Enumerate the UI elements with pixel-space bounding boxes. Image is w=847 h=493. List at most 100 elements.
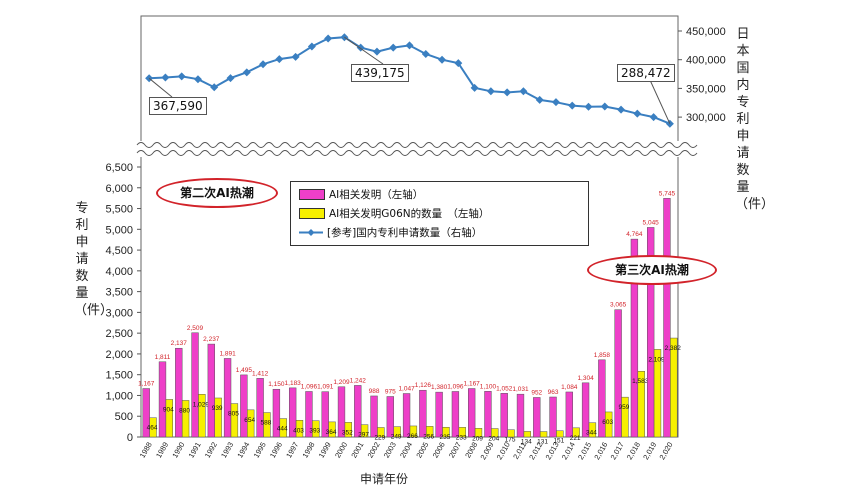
x-tick-label: 2,010	[495, 441, 512, 462]
bar-g06n	[588, 422, 597, 438]
line-callout-peak: 439,175	[351, 64, 409, 82]
left-axis-tick-label: 5,000	[105, 224, 133, 236]
bar-g06n	[605, 411, 613, 438]
data-label-g06n: 249	[391, 434, 402, 441]
point-domestic	[519, 87, 528, 96]
chart-legend: AI相关发明（左轴） AI相关发明G06N的数量 （左轴） [参考]国内专利申请…	[290, 181, 589, 246]
point-domestic	[161, 73, 170, 82]
bar-g06n	[458, 427, 466, 438]
data-label-ai: 1,495	[236, 367, 253, 374]
bar-g06n	[670, 337, 678, 438]
x-tick-label: 1997	[284, 441, 300, 460]
point-domestic	[193, 75, 202, 84]
bar-ai	[533, 397, 541, 438]
data-label-g06n: 229	[374, 434, 385, 441]
bar-ai	[256, 378, 264, 438]
bar-g06n	[247, 409, 255, 438]
bar-ai	[663, 198, 671, 438]
point-domestic	[584, 102, 593, 111]
left-axis-tick-label: 6,000	[105, 183, 133, 195]
data-label-ai: 1,209	[333, 379, 350, 386]
legend-label-domestic: [参考]国内专利申请数量（右轴）	[327, 226, 483, 239]
x-tick-label: 1988	[138, 441, 154, 460]
data-label-g06n: 959	[619, 404, 630, 411]
x-tick-label: 1996	[268, 441, 284, 460]
bar-ai	[468, 388, 476, 438]
bar-ai	[223, 358, 232, 438]
left-axis-tick-label: 4,500	[105, 245, 133, 257]
bar-g06n	[507, 429, 515, 438]
data-label-g06n: 266	[407, 433, 418, 440]
bar-ai	[598, 359, 606, 438]
point-domestic	[389, 43, 398, 52]
left-axis-tick-label: 2,500	[105, 328, 133, 340]
bar-ai	[142, 388, 150, 438]
bar-g06n	[556, 430, 564, 438]
legend-label-g06n: AI相关发明G06N的数量 （左轴）	[329, 207, 490, 220]
x-tick-label: 2,015	[576, 441, 593, 462]
point-domestic	[324, 34, 333, 43]
bar-ai	[549, 396, 557, 438]
callout-pointer	[649, 79, 671, 124]
data-label-g06n: 403	[293, 427, 304, 434]
bar-g06n	[263, 412, 271, 438]
data-label-g06n: 175	[505, 437, 516, 444]
data-label-g06n: 464	[147, 425, 158, 432]
line-callout-last: 288,472	[617, 64, 675, 82]
bar-g06n	[328, 421, 336, 438]
x-tick-label: 1999	[317, 441, 333, 460]
axis-break-band	[135, 141, 684, 157]
data-label-g06n: 588	[261, 420, 272, 427]
bar-ai	[419, 389, 427, 438]
x-tick-label: 2,016	[592, 441, 609, 462]
data-label-ai: 1,047	[398, 386, 415, 393]
data-label-g06n: 344	[586, 430, 597, 437]
data-label-g06n: 221	[570, 435, 581, 442]
x-tick-label: 2000	[333, 441, 349, 460]
data-label-ai: 988	[369, 388, 380, 395]
bar-ai	[191, 332, 199, 438]
x-tick-label: 2003	[382, 441, 398, 460]
bar-g06n	[523, 431, 531, 438]
point-domestic	[617, 105, 626, 114]
data-label-g06n: 939	[212, 405, 223, 412]
data-label-g06n: 444	[277, 426, 288, 433]
data-label-ai: 975	[385, 389, 396, 396]
data-label-g06n: 134	[521, 438, 532, 445]
data-label-g06n: 805	[228, 411, 239, 418]
data-label-g06n: 204	[488, 436, 499, 443]
bar-g06n	[181, 400, 190, 438]
point-domestic	[291, 52, 300, 61]
data-label-g06n: 352	[342, 429, 353, 436]
bar-g06n	[214, 397, 222, 438]
bar-ai	[565, 391, 573, 438]
bar-g06n	[149, 417, 157, 438]
callout-pointer	[148, 77, 173, 98]
point-domestic	[649, 113, 658, 122]
bar-g06n	[621, 396, 629, 438]
data-label-g06n: 880	[179, 407, 190, 414]
data-label-ai: 1,891	[219, 350, 236, 357]
bar-g06n	[491, 428, 499, 438]
legend-label-ai: AI相关发明（左轴）	[329, 188, 424, 201]
right-axis-tick-label: 450,000	[686, 26, 726, 38]
third-ai-boom-annotation: 第三次AI热潮	[587, 255, 717, 285]
bar-g06n	[393, 426, 401, 438]
bar-ai	[386, 396, 394, 438]
bar-ai	[435, 391, 443, 438]
x-tick-label: 2,020	[657, 441, 674, 462]
bar-ai	[630, 238, 639, 438]
data-label-ai: 2,237	[203, 336, 220, 343]
bar-ai	[158, 361, 167, 438]
data-label-g06n: 235	[440, 434, 451, 441]
callout-pointer	[344, 36, 384, 65]
point-domestic	[568, 101, 577, 110]
point-domestic	[177, 72, 186, 81]
data-label-ai: 1,858	[594, 352, 611, 359]
data-label-ai: 1,096	[301, 383, 318, 390]
bar-g06n	[360, 424, 369, 438]
x-tick-label: 1990	[170, 441, 186, 460]
data-label-ai: 2,137	[171, 340, 188, 347]
point-domestic	[210, 83, 219, 92]
bar-g06n	[426, 426, 434, 438]
